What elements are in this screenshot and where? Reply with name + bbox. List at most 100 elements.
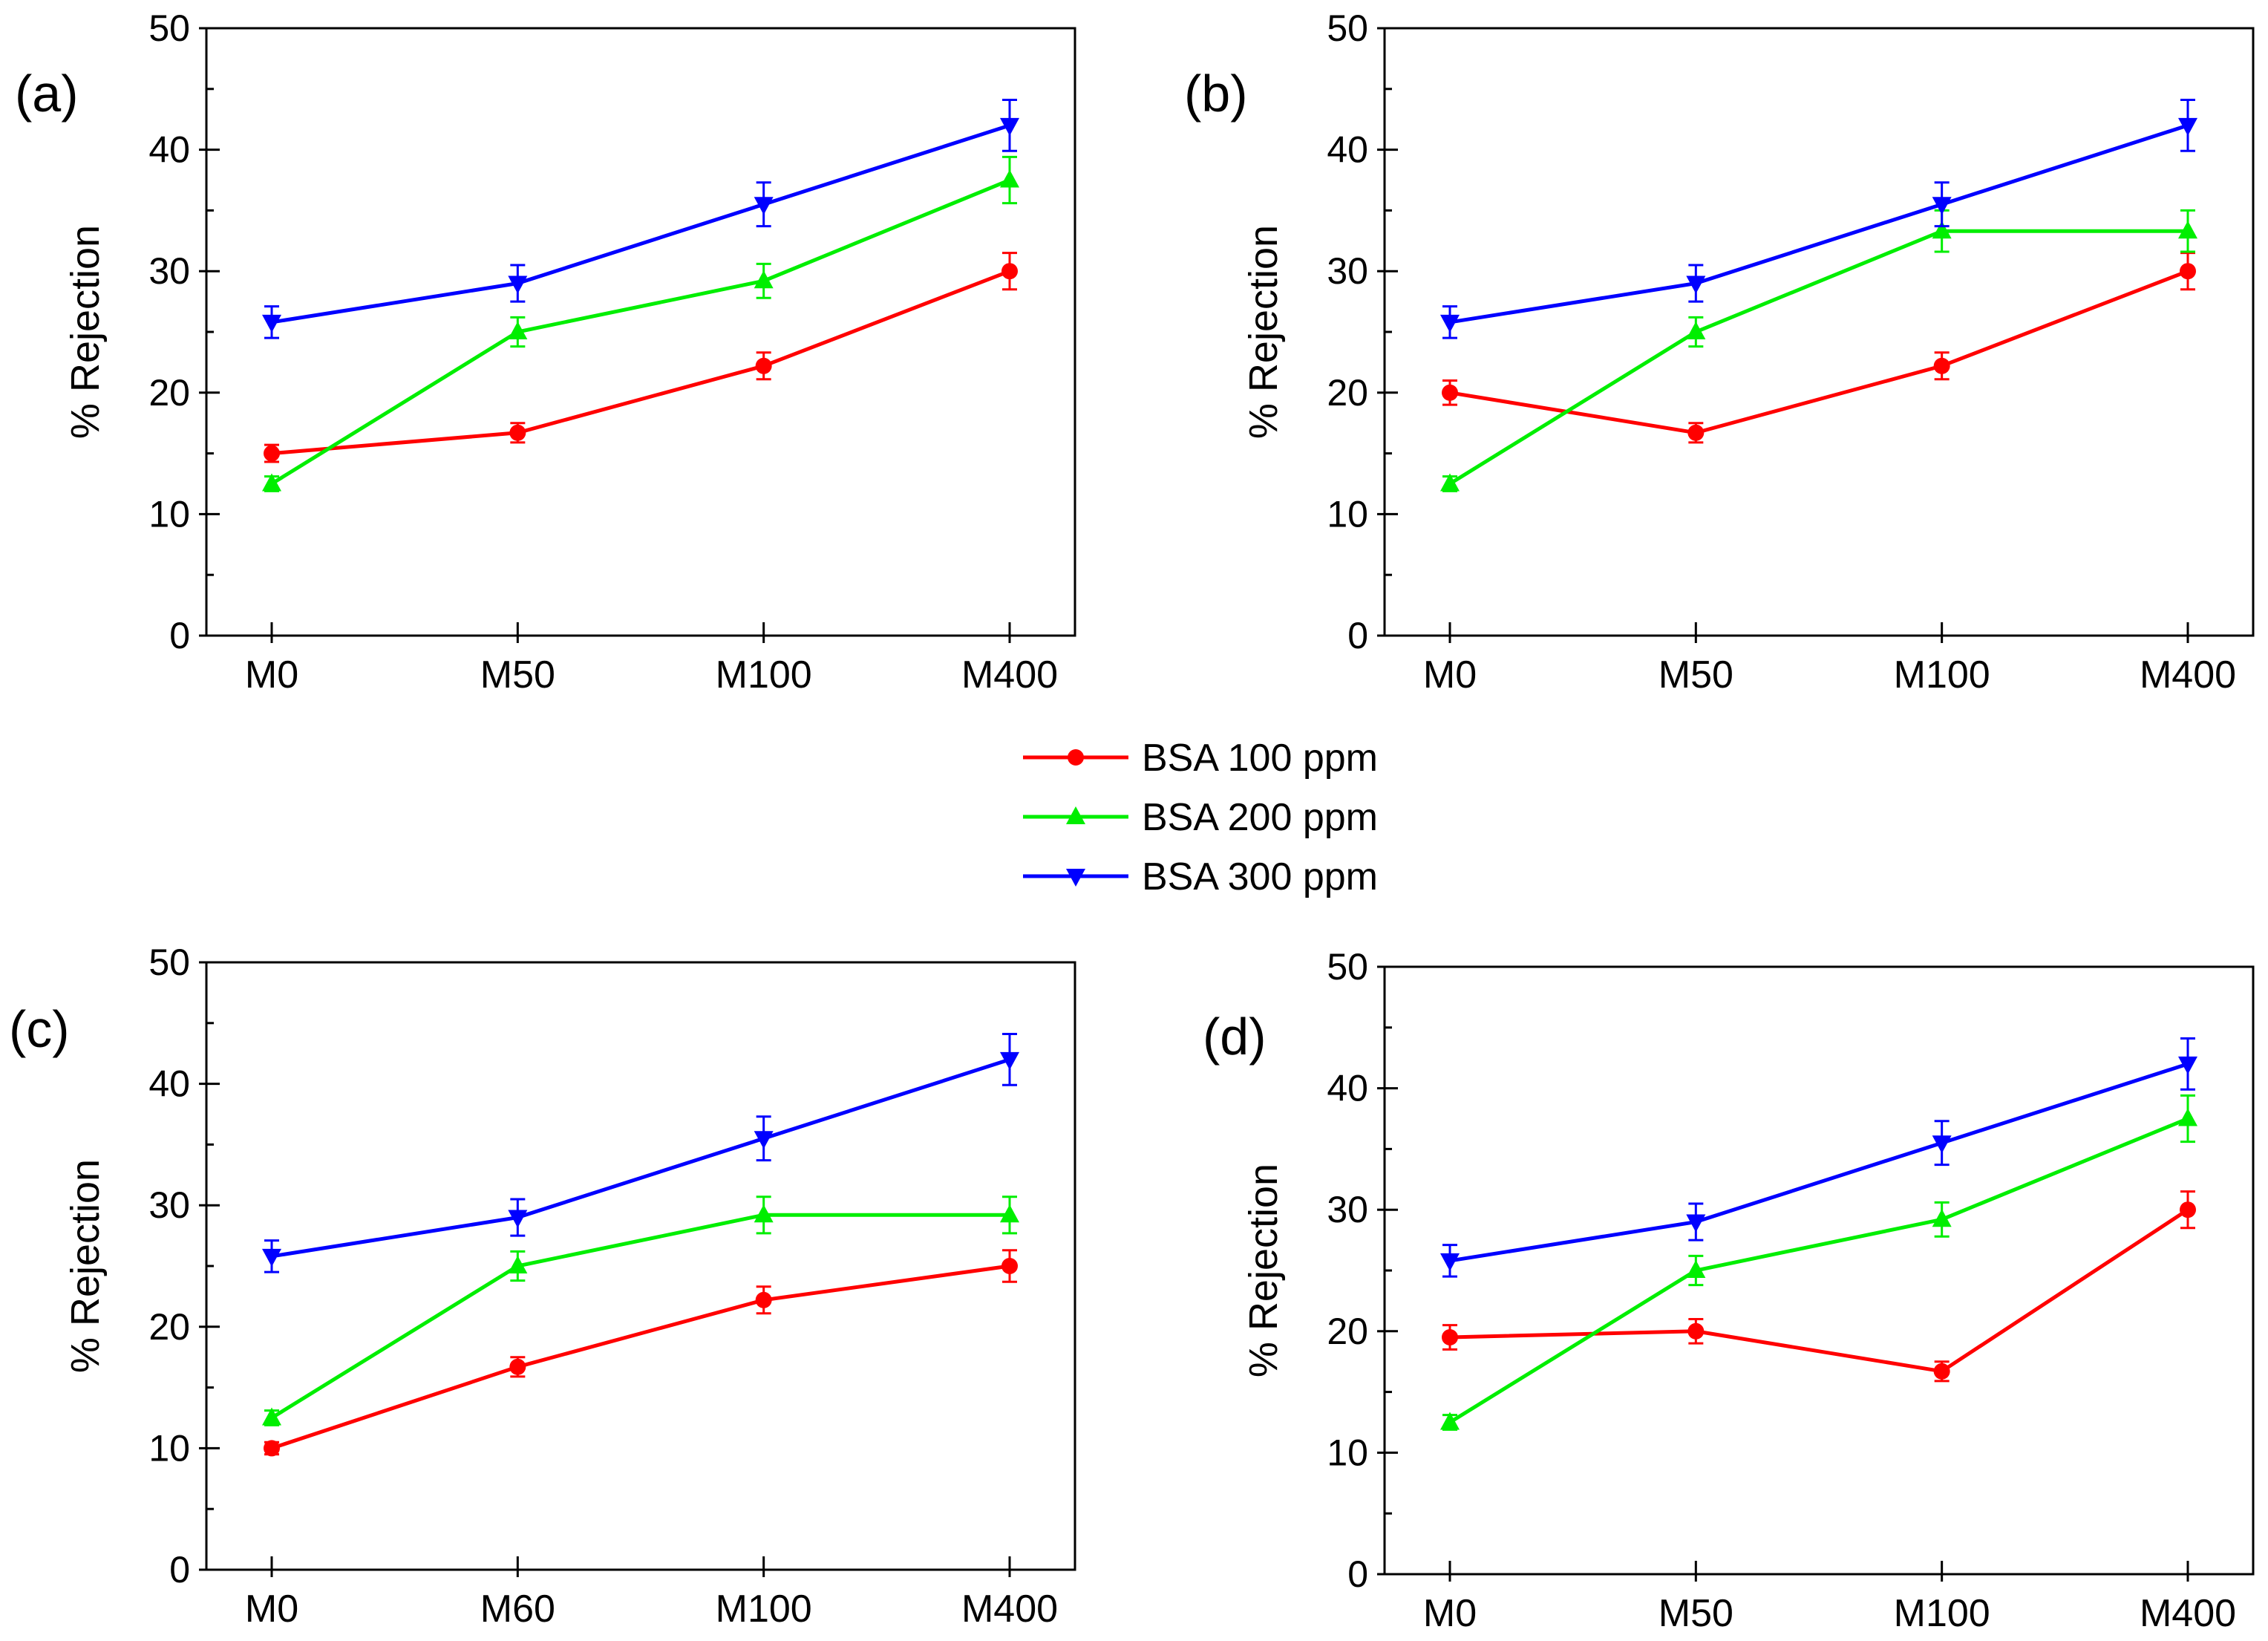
data-point bbox=[1001, 1258, 1018, 1274]
x-tick-label: M400 bbox=[961, 1588, 1058, 1631]
y-axis-label: % Rejection bbox=[1241, 225, 1286, 439]
series-line bbox=[1449, 1208, 2189, 1374]
y-tick-label: 0 bbox=[169, 1549, 190, 1591]
series bbox=[1440, 99, 2197, 339]
y-axis-label: % Rejection bbox=[63, 1159, 108, 1373]
series-line bbox=[1448, 229, 2188, 486]
x-tick-label: M100 bbox=[1894, 1592, 1990, 1635]
series bbox=[262, 99, 1019, 339]
series-line bbox=[270, 1213, 1010, 1420]
y-tick-label: 40 bbox=[148, 129, 190, 171]
data-point bbox=[508, 1256, 528, 1273]
series-line bbox=[271, 1057, 1010, 1259]
x-tick-label: M0 bbox=[1423, 653, 1477, 696]
data-point bbox=[1442, 1328, 1458, 1345]
data-point bbox=[2178, 1056, 2197, 1074]
series bbox=[1440, 1094, 2197, 1431]
data-point bbox=[264, 1440, 280, 1457]
data-point bbox=[262, 314, 281, 333]
plot-frame bbox=[1383, 27, 2255, 637]
data-point bbox=[1440, 314, 1460, 333]
legend-marker bbox=[1066, 806, 1085, 824]
y-tick-label: 30 bbox=[1327, 250, 1368, 292]
y-tick-label: 30 bbox=[148, 1184, 190, 1226]
x-tick-label: M0 bbox=[1423, 1592, 1477, 1635]
data-point bbox=[754, 270, 774, 289]
data-point bbox=[754, 1204, 774, 1223]
data-point bbox=[1932, 197, 1952, 215]
data-point bbox=[2178, 117, 2197, 136]
x-tick-label: M100 bbox=[1894, 653, 1990, 696]
x-tick-label: M50 bbox=[1658, 653, 1733, 696]
x-tick-label: M50 bbox=[480, 653, 555, 696]
x-tick-label: M60 bbox=[480, 1588, 555, 1631]
legend-label: BSA 300 ppm bbox=[1142, 855, 1378, 898]
data-point bbox=[2180, 1201, 2196, 1218]
chart-panel: 0 10 20 30 40 50 M0 M50 M100 M400 % Rejection (d) bbox=[1203, 946, 2255, 1635]
panel-label: (b) bbox=[1184, 65, 1248, 123]
panel-label: (c) bbox=[9, 1000, 70, 1058]
series bbox=[1440, 209, 2197, 492]
y-tick-label: 20 bbox=[1327, 372, 1368, 414]
series-line bbox=[271, 1264, 1010, 1450]
data-point bbox=[262, 1248, 281, 1267]
data-point bbox=[509, 1358, 526, 1375]
data-point bbox=[508, 275, 528, 294]
data-point bbox=[1000, 169, 1019, 188]
series bbox=[262, 1033, 1019, 1273]
chart-panel: 0 10 20 30 40 50 M0 M50 M100 M400 % Rejection (a) bbox=[15, 7, 1076, 696]
data-point bbox=[264, 445, 280, 462]
data-point bbox=[1686, 322, 1706, 339]
data-point bbox=[509, 424, 526, 441]
series-line bbox=[271, 269, 1010, 456]
x-tick-label: M400 bbox=[2140, 653, 2236, 696]
x-tick-label: M50 bbox=[1658, 1592, 1733, 1635]
x-tick-label: M0 bbox=[245, 1588, 298, 1631]
series-line bbox=[1449, 123, 2189, 324]
y-tick-label: 50 bbox=[1327, 946, 1368, 988]
data-point bbox=[1440, 1412, 1460, 1430]
data-point bbox=[754, 197, 774, 215]
series bbox=[264, 252, 1018, 463]
y-tick-label: 0 bbox=[1347, 615, 1368, 656]
series bbox=[1440, 1037, 2197, 1278]
series bbox=[1442, 252, 2196, 444]
series bbox=[262, 155, 1019, 492]
data-point bbox=[1933, 357, 1950, 374]
y-tick-label: 30 bbox=[148, 250, 190, 292]
plot-frame bbox=[1383, 965, 2255, 1576]
series bbox=[264, 1249, 1018, 1457]
plot-frame bbox=[205, 27, 1076, 637]
legend-entry: BSA 200 ppm bbox=[1023, 796, 1378, 839]
y-tick-label: 10 bbox=[148, 1427, 190, 1469]
legend-entry: BSA 300 ppm bbox=[1023, 855, 1378, 898]
y-tick-label: 10 bbox=[148, 493, 190, 535]
series bbox=[1442, 1190, 2196, 1383]
data-point bbox=[1442, 384, 1458, 401]
y-tick-label: 10 bbox=[1327, 1432, 1368, 1473]
data-point bbox=[1440, 1253, 1460, 1271]
panel-label: (d) bbox=[1203, 1008, 1267, 1066]
series bbox=[262, 1195, 1019, 1426]
data-point bbox=[1933, 1363, 1950, 1380]
data-point bbox=[262, 473, 281, 492]
y-tick-label: 30 bbox=[1327, 1189, 1368, 1230]
series-line bbox=[1448, 1117, 2189, 1424]
y-tick-label: 40 bbox=[1327, 129, 1368, 171]
data-point bbox=[1686, 1260, 1706, 1278]
data-point bbox=[1000, 1051, 1019, 1070]
data-point bbox=[1001, 263, 1018, 280]
data-point bbox=[1932, 1209, 1952, 1227]
data-point bbox=[508, 1210, 528, 1228]
x-tick-label: M400 bbox=[2140, 1592, 2236, 1635]
series-line bbox=[1449, 1062, 2189, 1263]
data-point bbox=[508, 322, 528, 339]
y-axis-label: % Rejection bbox=[1241, 1164, 1286, 1377]
chart-panel: 0 10 20 30 40 50 M0 M50 M100 M400 % Rejection (b) bbox=[1184, 7, 2255, 696]
data-point bbox=[1932, 1135, 1952, 1154]
data-point bbox=[1686, 1214, 1706, 1233]
y-tick-label: 20 bbox=[148, 372, 190, 414]
legend-entry: BSA 100 ppm bbox=[1023, 737, 1378, 780]
x-tick-label: M0 bbox=[245, 653, 298, 696]
x-tick-label: M400 bbox=[961, 653, 1058, 696]
